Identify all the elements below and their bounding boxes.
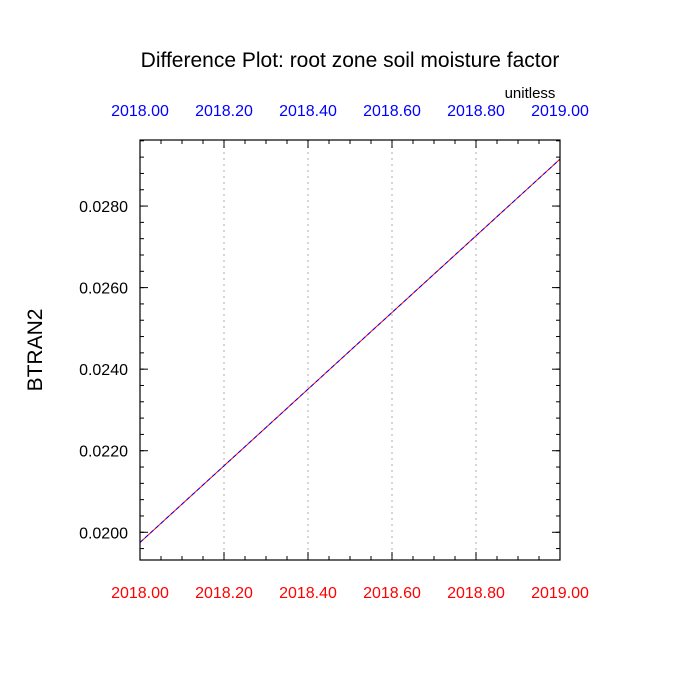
- x-tick-label-top: 2018.00: [111, 103, 169, 120]
- x-tick-label-top: 2018.20: [195, 103, 253, 120]
- units-label: unitless: [505, 85, 556, 102]
- x-tick-label-bottom: 2018.00: [111, 585, 169, 602]
- x-tick-label-bottom: 2018.40: [279, 585, 337, 602]
- y-tick-label: 0.0260: [79, 281, 128, 298]
- x-tick-label-bottom: 2018.80: [447, 585, 505, 602]
- x-tick-label-bottom: 2018.60: [363, 585, 421, 602]
- plot-frame: [139, 139, 561, 561]
- series-line-2: [139, 158, 561, 543]
- x-tick-label-bottom: 2019.00: [531, 585, 589, 602]
- y-tick-label: 0.0200: [79, 525, 128, 542]
- y-tick-label: 0.0220: [79, 444, 128, 461]
- x-tick-label-top: 2018.60: [363, 103, 421, 120]
- y-tick-label: 0.0240: [79, 362, 128, 379]
- x-tick-label-top: 2019.00: [531, 103, 589, 120]
- x-tick-label-top: 2018.80: [447, 103, 505, 120]
- x-tick-label-top: 2018.40: [279, 103, 337, 120]
- x-tick-label-bottom: 2018.20: [195, 585, 253, 602]
- chart-title: Difference Plot: root zone soil moisture…: [141, 49, 560, 72]
- y-tick-label: 0.0280: [79, 199, 128, 216]
- y-axis-label: BTRAN2: [24, 309, 47, 392]
